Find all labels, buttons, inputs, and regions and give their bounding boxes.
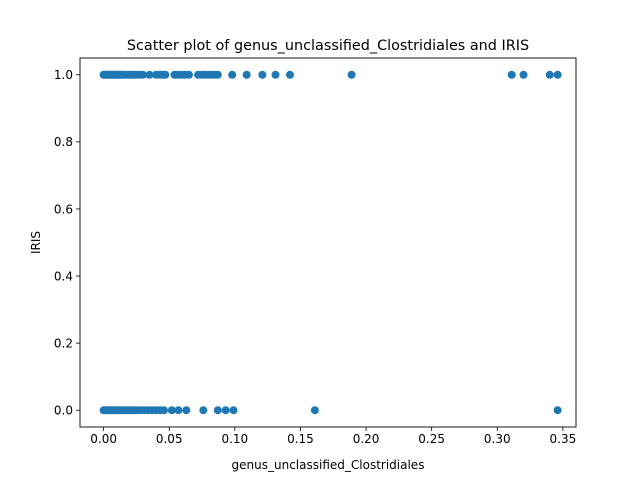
data-point: [213, 406, 222, 415]
data-point: [229, 406, 238, 415]
data-point: [258, 70, 267, 79]
x-tick-label: 0.30: [484, 432, 511, 446]
data-point: [519, 70, 528, 79]
data-point: [138, 70, 147, 79]
data-point: [242, 70, 251, 79]
data-point: [553, 406, 562, 415]
y-tick-label: 1.0: [54, 68, 73, 82]
data-point: [161, 70, 170, 79]
data-point: [545, 70, 554, 79]
y-axis-ticks: 0.0 0.2 0.4 0.6 0.8 1.0: [54, 68, 80, 418]
data-point: [159, 406, 168, 415]
data-point: [145, 70, 154, 79]
y-tick-label: 0.4: [54, 269, 73, 283]
data-point: [347, 70, 356, 79]
data-point: [228, 70, 237, 79]
data-point: [310, 406, 319, 415]
y-tick-label: 0.8: [54, 135, 73, 149]
y-axis-label: IRIS: [29, 231, 43, 254]
chart-title: Scatter plot of genus_unclassified_Clost…: [127, 38, 529, 54]
x-tick-label: 0.05: [156, 432, 183, 446]
data-point: [199, 406, 208, 415]
x-tick-label: 0.10: [221, 432, 248, 446]
data-point: [167, 406, 176, 415]
x-axis-label: genus_unclassified_Clostridiales: [232, 458, 425, 472]
data-point: [285, 70, 294, 79]
data-point: [221, 406, 230, 415]
y-tick-label: 0.6: [54, 202, 73, 216]
x-axis-ticks: 0.00 0.05 0.10 0.15 0.20 0.25 0.30 0.35: [90, 427, 576, 446]
data-points: [99, 70, 562, 415]
y-tick-label: 0.0: [54, 404, 73, 418]
x-tick-label: 0.35: [550, 432, 577, 446]
y-tick-label: 0.2: [54, 336, 73, 350]
data-point: [271, 70, 280, 79]
data-point: [184, 70, 193, 79]
data-point: [507, 70, 516, 79]
x-tick-label: 0.15: [287, 432, 314, 446]
plot-frame: [79, 57, 577, 428]
x-tick-label: 0.25: [418, 432, 445, 446]
data-point: [182, 406, 191, 415]
data-point: [174, 406, 183, 415]
data-point: [553, 70, 562, 79]
x-tick-label: 0.20: [353, 432, 380, 446]
data-point: [213, 70, 222, 79]
x-tick-label: 0.00: [90, 432, 117, 446]
